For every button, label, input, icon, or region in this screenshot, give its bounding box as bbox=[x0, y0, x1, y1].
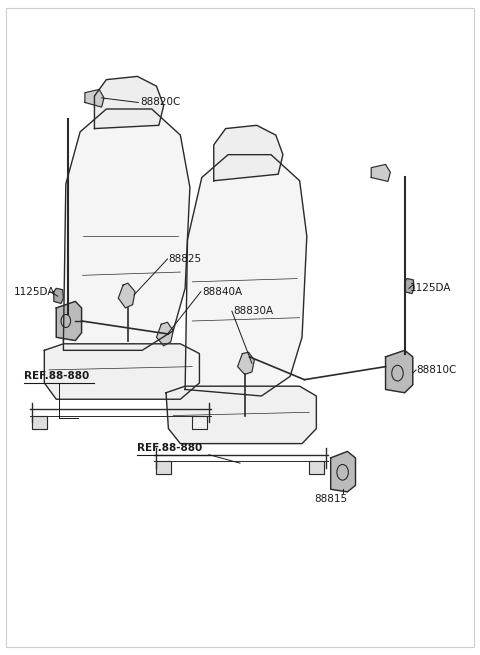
Text: REF.88-880: REF.88-880 bbox=[137, 443, 203, 453]
Text: 1125DA: 1125DA bbox=[13, 287, 55, 297]
Polygon shape bbox=[156, 322, 173, 346]
Polygon shape bbox=[85, 90, 104, 107]
Polygon shape bbox=[371, 164, 390, 181]
Polygon shape bbox=[331, 451, 356, 492]
Polygon shape bbox=[44, 344, 199, 400]
Text: REF.88-880: REF.88-880 bbox=[24, 371, 90, 381]
Polygon shape bbox=[95, 77, 164, 128]
Text: 88820C: 88820C bbox=[140, 98, 180, 107]
Polygon shape bbox=[63, 109, 190, 350]
Text: 88830A: 88830A bbox=[233, 306, 273, 316]
Text: 88840A: 88840A bbox=[202, 287, 242, 297]
Text: 88810C: 88810C bbox=[417, 365, 457, 375]
Polygon shape bbox=[214, 125, 283, 181]
Text: 88825: 88825 bbox=[168, 254, 202, 264]
Polygon shape bbox=[33, 415, 47, 428]
Polygon shape bbox=[56, 301, 82, 341]
Polygon shape bbox=[238, 352, 254, 375]
Polygon shape bbox=[309, 461, 324, 474]
Polygon shape bbox=[405, 278, 414, 293]
Polygon shape bbox=[385, 350, 413, 393]
Polygon shape bbox=[166, 386, 316, 443]
Text: 1125DA: 1125DA bbox=[409, 284, 451, 293]
Polygon shape bbox=[185, 155, 307, 396]
Text: 88815: 88815 bbox=[314, 494, 347, 504]
Polygon shape bbox=[156, 461, 171, 474]
Polygon shape bbox=[54, 288, 63, 303]
Polygon shape bbox=[118, 283, 135, 308]
Polygon shape bbox=[192, 415, 206, 428]
